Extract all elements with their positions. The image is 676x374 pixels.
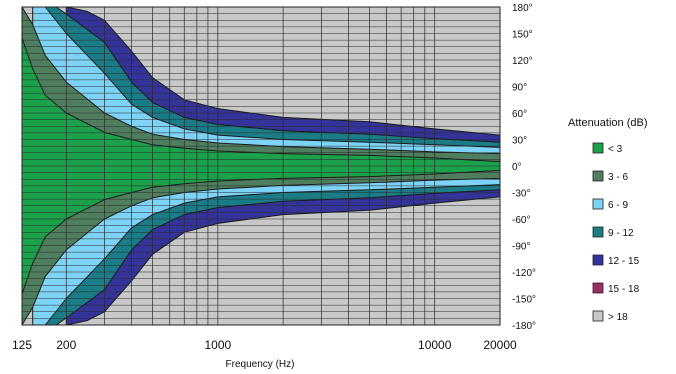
- x-tick-label: 125: [12, 338, 32, 352]
- legend-label: 3 - 6: [608, 172, 628, 183]
- legend-swatch: [592, 226, 604, 238]
- y-tick-label: 90°: [512, 83, 527, 94]
- y-tick-label: -120°: [512, 268, 536, 279]
- y-tick-label: -150°: [512, 295, 536, 306]
- y-tick-labels: 180° 150° 120° 90° 60° 30° 0° -30° -60° -90° -120°…: [512, 3, 536, 332]
- plot-frame: [21, 6, 501, 326]
- legend-swatch: [592, 142, 604, 154]
- legend-swatch: [592, 170, 604, 182]
- y-tick-label: 120°: [512, 56, 533, 67]
- y-tick-label: -180°: [512, 321, 536, 332]
- x-tick-label: 20000: [483, 338, 517, 352]
- y-tick-label: -30°: [512, 189, 530, 200]
- y-tick-label: -60°: [512, 215, 530, 226]
- legend-swatch: [592, 254, 604, 266]
- y-tick-label: 150°: [512, 30, 533, 41]
- legend-label: 15 - 18: [608, 284, 640, 295]
- legend-label: 6 - 9: [608, 200, 628, 211]
- legend-title: Attenuation (dB): [568, 117, 648, 129]
- y-tick-label: 60°: [512, 109, 527, 120]
- legend-label: < 3: [608, 144, 623, 155]
- legend-swatch: [592, 198, 604, 210]
- x-tick-label: 200: [56, 338, 76, 352]
- x-tick-labels: 125 200 1000 10000 20000: [12, 338, 517, 352]
- legend-swatch: [592, 310, 604, 322]
- y-tick-label: -90°: [512, 242, 530, 253]
- x-axis-label: Frequency (Hz): [226, 359, 295, 370]
- y-tick-label: 180°: [512, 3, 533, 14]
- grid-lines: [22, 7, 500, 325]
- x-tick-label: 10000: [418, 338, 452, 352]
- y-tick-label: 30°: [512, 136, 527, 147]
- legend-label: 12 - 15: [608, 256, 640, 267]
- legend-swatch: [592, 282, 604, 294]
- legend-label: 9 - 12: [608, 228, 634, 239]
- legend: < 3 3 - 6 6 - 9 9 - 12 12 - 15 15 - 18 > 18: [592, 142, 640, 323]
- x-tick-label: 1000: [204, 338, 231, 352]
- legend-label: > 18: [608, 312, 628, 323]
- y-tick-label: 0°: [512, 162, 522, 173]
